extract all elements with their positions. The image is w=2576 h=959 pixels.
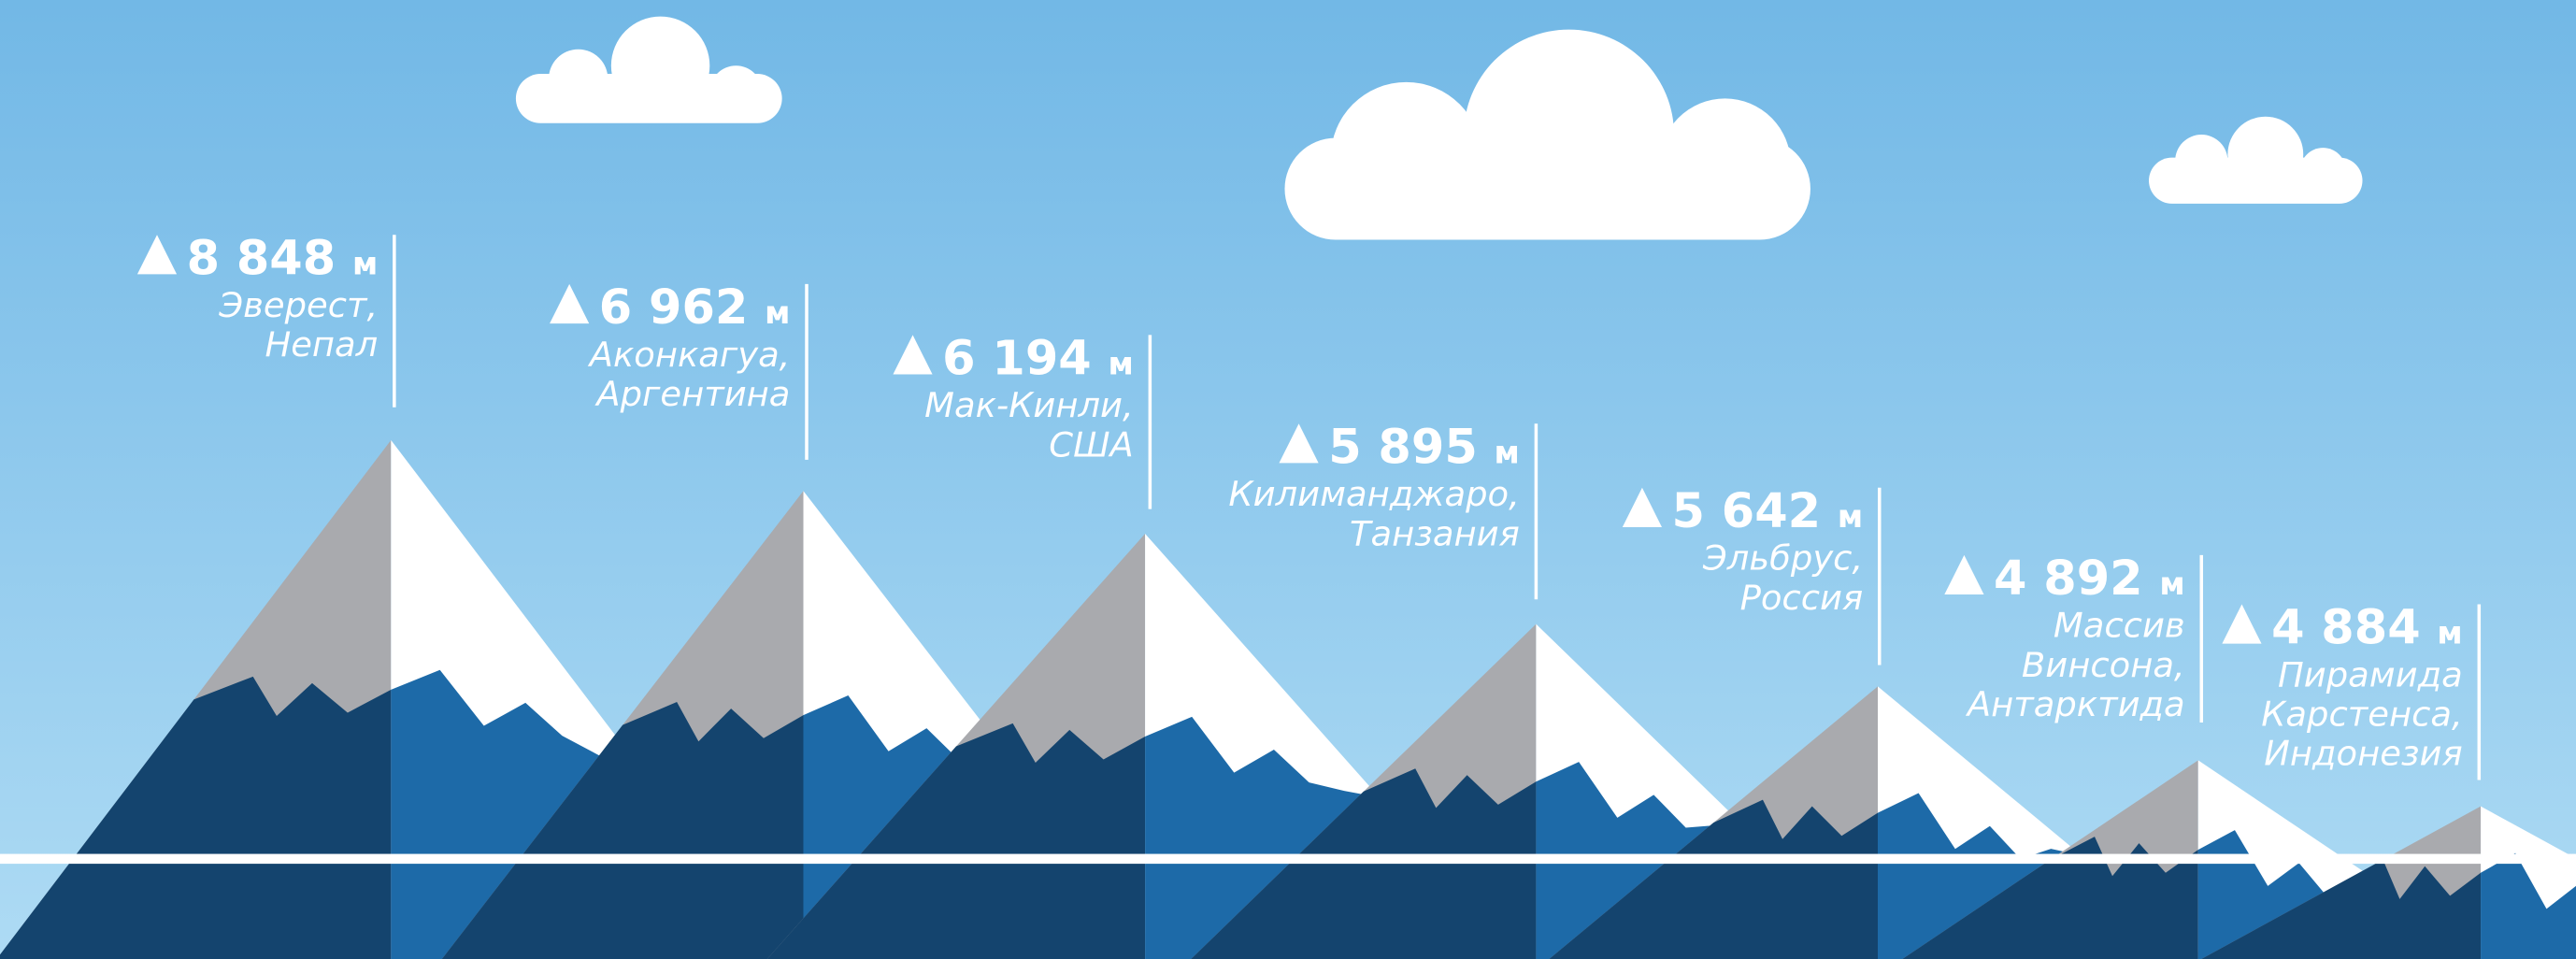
height-value: 5 642 [1672, 484, 1838, 539]
page: {"peaks": [ {"height": "8 848", "unit": … [0, 0, 2576, 959]
peak-name: Антарктида [1966, 684, 2185, 724]
peak-name: Массив [2054, 606, 2185, 646]
peak-name: Пирамида [2278, 654, 2463, 694]
height-value: 8 848 [187, 231, 352, 286]
peak-height: 4 892 м [1994, 551, 2185, 607]
peak-name: Эльбрус, [1702, 538, 1863, 579]
peak-name: Винсона, [2022, 645, 2185, 685]
height-value: 6 962 [599, 280, 765, 336]
peak-name: Эверест, [218, 285, 378, 325]
peak-name: Килиманджаро, [1228, 474, 1519, 514]
peak-name: Аконкагуа, [588, 335, 791, 375]
infographic: 8 848 мЭверест,Непал6 962 мАконкагуа,Арг… [0, 0, 2576, 959]
height-unit: м [1108, 346, 1133, 382]
peak-height: 8 848 м [187, 231, 379, 286]
peak-name: Россия [1740, 578, 1864, 618]
peak-height: 5 642 м [1672, 484, 1864, 539]
peak-height: 5 895 м [1328, 420, 1520, 475]
peak-name: Непал [265, 324, 378, 365]
height-unit: м [1495, 434, 1520, 470]
height-value: 6 194 [942, 332, 1108, 387]
height-unit: м [765, 294, 790, 331]
peak-name: США [1049, 424, 1133, 465]
horizon-line [0, 854, 2576, 865]
peak-name: Аргентина [594, 374, 790, 414]
height-unit: м [352, 245, 378, 281]
peak-name: Индонезия [2264, 734, 2462, 774]
height-value: 5 895 [1328, 420, 1494, 475]
height-unit: м [2159, 565, 2184, 602]
peak-name: Мак-Кинли, [924, 385, 1134, 425]
peak-name: Танзания [1350, 513, 1520, 553]
height-value: 4 884 [2271, 601, 2437, 656]
height-value: 4 892 [1994, 551, 2159, 607]
peak-height: 6 962 м [599, 280, 791, 336]
peak-height: 4 884 м [2271, 601, 2463, 656]
peak-name: Карстенса, [2261, 694, 2462, 735]
height-unit: м [1838, 498, 1863, 535]
peak-height: 6 194 м [942, 332, 1134, 387]
height-unit: м [2437, 615, 2462, 651]
